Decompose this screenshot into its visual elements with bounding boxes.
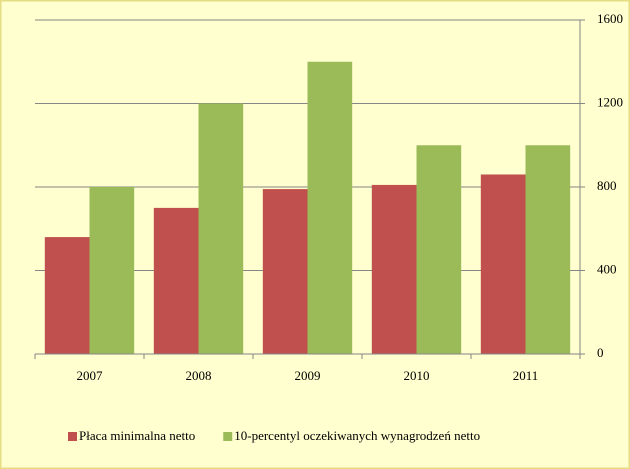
y-tick-label: 400 xyxy=(597,261,617,276)
x-tick-label: 2008 xyxy=(186,368,212,383)
bar xyxy=(371,184,417,354)
bar xyxy=(416,145,462,354)
bar xyxy=(44,237,90,354)
y-tick-label: 0 xyxy=(597,345,604,360)
y-tick-label: 800 xyxy=(597,178,617,193)
x-tick-label: 2010 xyxy=(404,368,430,383)
legend-label: 10-percentyl oczekiwanych wynagrodzeń ne… xyxy=(234,428,480,443)
bar xyxy=(153,207,199,354)
bar xyxy=(89,187,135,354)
legend-swatch xyxy=(68,432,77,441)
x-tick-label: 2009 xyxy=(295,368,321,383)
x-tick-label: 2007 xyxy=(77,368,104,383)
y-tick-label: 1200 xyxy=(597,94,623,109)
bar xyxy=(198,103,244,354)
bar xyxy=(262,189,308,354)
y-tick-label: 1600 xyxy=(597,11,623,26)
bar xyxy=(307,61,353,354)
bar xyxy=(525,145,571,354)
legend-swatch xyxy=(223,432,233,441)
x-tick-label: 2011 xyxy=(513,368,539,383)
legend-label: Płaca minimalna netto xyxy=(79,428,195,443)
bar xyxy=(480,174,526,354)
